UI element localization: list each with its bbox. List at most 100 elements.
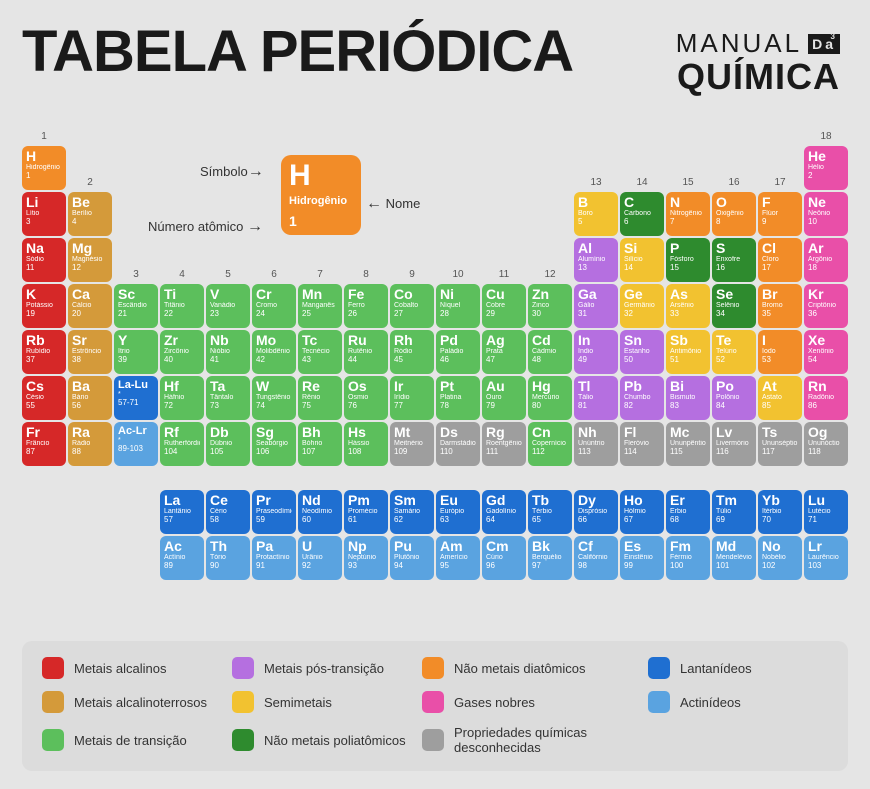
legend-item: Gases nobres	[422, 691, 638, 713]
element-cell: LvLivermório116	[712, 422, 756, 466]
arrow-left-icon: ←	[366, 195, 382, 212]
element-cell: RaRádio88	[68, 422, 112, 466]
element-cell: FlFleróvio114	[620, 422, 664, 466]
element-cell: SgSeabórgio106	[252, 422, 296, 466]
element-cell: TlTálio81	[574, 376, 618, 420]
element-cell: RgRoentgênio111	[482, 422, 526, 466]
element-cell: CCarbono6	[620, 192, 664, 236]
element-cell: BiBismuto83	[666, 376, 710, 420]
element-cell: GeGermânio32	[620, 284, 664, 328]
element-cell: DsDarmstádio110	[436, 422, 480, 466]
element-cell: MdMendelévio101	[712, 536, 756, 580]
element-cell: AcActínio89	[160, 536, 204, 580]
element-cell: NoNobélio102	[758, 536, 802, 580]
element-cell: MnManganês25	[298, 284, 342, 328]
element-cell: ErÉrbio68	[666, 490, 710, 534]
element-cell: DyDisprósio66	[574, 490, 618, 534]
group-number: 1	[22, 131, 66, 144]
element-cell: VVanádio23	[206, 284, 250, 328]
element-cell: CsCésio55	[22, 376, 66, 420]
element-cell: HgMercúrio80	[528, 376, 572, 420]
element-cell: NeNeônio10	[804, 192, 848, 236]
element-cell: HHidrogênio1	[22, 146, 66, 190]
element-cell: SnEstanho50	[620, 330, 664, 374]
element-cell: BaBário56	[68, 376, 112, 420]
element-cell: CoCobalto27	[390, 284, 434, 328]
legend-label-symbol: Símbolo→	[200, 163, 264, 181]
brand-line-2: QUÍMICA	[676, 59, 840, 95]
element-cell: NNitrogênio7	[666, 192, 710, 236]
element-cell: ZnZinco30	[528, 284, 572, 328]
group-number: 15	[666, 177, 710, 190]
element-cell: EuEurópio63	[436, 490, 480, 534]
arrow-right-icon: →	[248, 163, 264, 180]
group-number: 18	[804, 131, 848, 144]
element-cell: NdNeodímio60	[298, 490, 342, 534]
element-cell: PrPraseodímio59	[252, 490, 296, 534]
group-number: 16	[712, 177, 756, 190]
element-cell: RbRubídio37	[22, 330, 66, 374]
element-cell: SbAntimônio51	[666, 330, 710, 374]
swatch-icon	[648, 691, 670, 713]
element-cell: AgPrata47	[482, 330, 526, 374]
element-cell: EsEinstênio99	[620, 536, 664, 580]
page-title: TABELA PERIÓDICA	[22, 18, 573, 85]
legend-item	[648, 725, 828, 755]
element-cell: HeHélio2	[804, 146, 848, 190]
element-cell: ZrZircônio40	[160, 330, 204, 374]
group-number: 17	[758, 177, 802, 190]
element-cell: MgMagnésio12	[68, 238, 112, 282]
element-cell: LiLítio3	[22, 192, 66, 236]
element-cell: InÍndio49	[574, 330, 618, 374]
element-cell: HoHólmio67	[620, 490, 664, 534]
element-cell: GaGálio31	[574, 284, 618, 328]
brand-block: MANUAL Da3 QUÍMICA	[676, 28, 840, 95]
element-cell: UUrânio92	[298, 536, 342, 580]
element-cell: FeFerro26	[344, 284, 388, 328]
element-cell: NhUnúntrio113	[574, 422, 618, 466]
brand-da-badge: Da3	[808, 34, 840, 54]
element-cell: AlAlumínio13	[574, 238, 618, 282]
swatch-icon	[42, 657, 64, 679]
element-cell: LaLantânio57	[160, 490, 204, 534]
element-cell: KrCriptônio36	[804, 284, 848, 328]
element-cell: CdCádmio48	[528, 330, 572, 374]
group-number: 3	[114, 269, 158, 282]
legend-label-name: ← Nome	[366, 195, 420, 213]
element-cell: BBoro5	[574, 192, 618, 236]
legend-item: Metais alcalinos	[42, 657, 222, 679]
group-number: 2	[68, 177, 112, 190]
element-cell: ThTório90	[206, 536, 250, 580]
group-number: 12	[528, 269, 572, 282]
element-cell: PmPromécio61	[344, 490, 388, 534]
legend-name: Hidrogênio	[289, 195, 353, 207]
element-cell: TaTântalo73	[206, 376, 250, 420]
swatch-icon	[232, 657, 254, 679]
element-cell: La-Lu*57-71	[114, 376, 158, 420]
element-cell: RhRódio45	[390, 330, 434, 374]
element-cell: CmCúrio96	[482, 536, 526, 580]
element-cell: LrLaurêncio103	[804, 536, 848, 580]
f-block: LaLantânio57CeCério58PrPraseodímio59NdNe…	[160, 490, 848, 580]
element-cell: CfCalifórnio98	[574, 536, 618, 580]
element-cell: RuRutênio44	[344, 330, 388, 374]
element-cell: ArArgônio18	[804, 238, 848, 282]
element-cell: CeCério58	[206, 490, 250, 534]
element-cell: BrBromo35	[758, 284, 802, 328]
legend-item: Actinídeos	[648, 691, 828, 713]
brand-manual: MANUAL	[676, 28, 802, 59]
swatch-icon	[42, 729, 64, 751]
element-cell: HsHássio108	[344, 422, 388, 466]
legend-item: Metais de transição	[42, 725, 222, 755]
element-cell: SeSelênio34	[712, 284, 756, 328]
group-number: 6	[252, 269, 296, 282]
element-cell: PbChumbo82	[620, 376, 664, 420]
swatch-icon	[232, 729, 254, 751]
element-cell: CaCálcio20	[68, 284, 112, 328]
swatch-icon	[648, 657, 670, 679]
element-cell: PoPolônio84	[712, 376, 756, 420]
element-cell: FrFrâncio87	[22, 422, 66, 466]
element-cell: SmSamário62	[390, 490, 434, 534]
group-number: 13	[574, 177, 618, 190]
legend-symbol: H	[289, 161, 353, 191]
